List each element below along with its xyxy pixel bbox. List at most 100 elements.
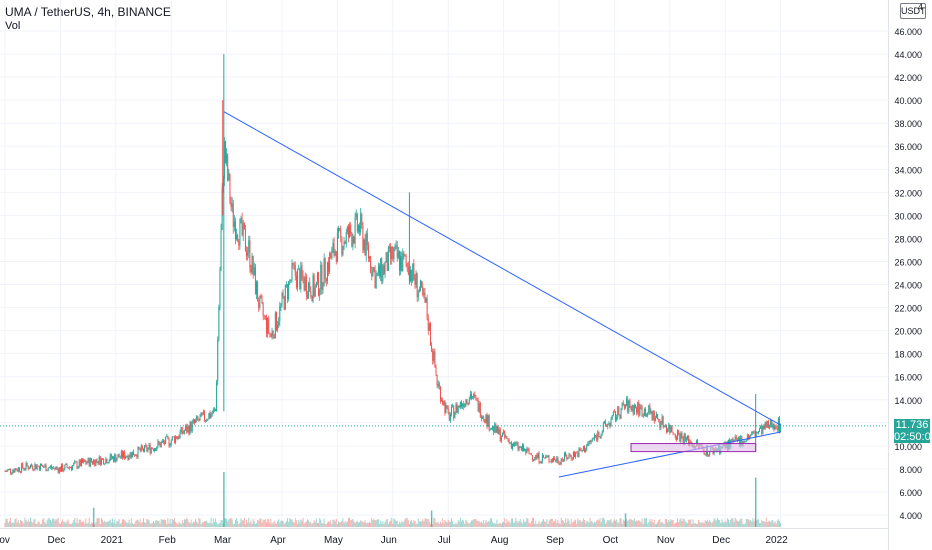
candle-body bbox=[684, 433, 686, 441]
volume-bar bbox=[500, 523, 502, 527]
candle-body bbox=[304, 276, 306, 291]
volume-bar bbox=[282, 520, 284, 527]
volume-bar bbox=[662, 523, 664, 527]
chart-title: UMA / TetherUS, 4h, BINANCE bbox=[5, 5, 171, 19]
volume-bar bbox=[29, 517, 31, 527]
volume-bar bbox=[478, 521, 480, 527]
candle-body bbox=[678, 430, 680, 434]
candle-body bbox=[760, 425, 762, 429]
volume-bar bbox=[41, 523, 43, 527]
volume-bar bbox=[764, 521, 766, 527]
volume-spike bbox=[624, 513, 627, 527]
candle-body bbox=[20, 471, 22, 473]
x-tick-label: Jul bbox=[438, 535, 451, 546]
candle-body bbox=[565, 452, 567, 457]
candle-body bbox=[648, 405, 650, 414]
volume-bar bbox=[723, 522, 725, 527]
volume-bar bbox=[661, 521, 663, 527]
candle-body bbox=[418, 289, 420, 293]
y-tick-label: 32.000 bbox=[894, 188, 922, 198]
volume-bar bbox=[212, 518, 214, 527]
candle-body bbox=[7, 469, 9, 470]
y-tick-label: 46.000 bbox=[894, 27, 922, 37]
candle-body bbox=[241, 218, 243, 235]
volume-bar bbox=[162, 519, 164, 527]
candle-body bbox=[771, 419, 773, 428]
y-tick-label: 18.000 bbox=[894, 350, 922, 360]
volume-bar bbox=[463, 520, 465, 527]
volume-bar bbox=[688, 519, 690, 527]
volume-bar bbox=[278, 519, 280, 527]
candle-body bbox=[199, 416, 201, 421]
volume-bar bbox=[601, 517, 603, 527]
volume-bar bbox=[426, 519, 428, 527]
volume-bar bbox=[117, 520, 119, 527]
volume-bar bbox=[509, 523, 511, 527]
volume-bar bbox=[369, 521, 371, 527]
candle-body bbox=[83, 459, 85, 463]
volume-bar bbox=[379, 524, 381, 527]
candle-body bbox=[180, 427, 182, 432]
volume-bar bbox=[595, 522, 597, 527]
candle-body bbox=[54, 467, 56, 469]
volume-bar bbox=[292, 521, 294, 527]
candle-body bbox=[26, 462, 28, 467]
candle-body bbox=[202, 411, 204, 415]
x-tick-label: Nov bbox=[657, 535, 675, 546]
candle-body bbox=[157, 441, 159, 448]
volume-bar bbox=[711, 523, 713, 527]
volume-bar bbox=[669, 521, 671, 527]
candle-body bbox=[578, 448, 580, 457]
candle-body bbox=[243, 222, 245, 230]
volume-bar bbox=[154, 523, 156, 527]
volume-bar bbox=[285, 520, 287, 527]
candle-body bbox=[322, 286, 324, 290]
candle-body bbox=[544, 457, 546, 459]
candle-body bbox=[22, 463, 24, 469]
volume-bar bbox=[109, 519, 111, 527]
volume-bar bbox=[406, 518, 408, 527]
candle-body bbox=[152, 448, 154, 451]
volume-bar bbox=[63, 521, 65, 527]
candle-body bbox=[567, 458, 569, 460]
volume-bar bbox=[766, 522, 768, 527]
candle-body bbox=[206, 419, 208, 421]
volume-bar bbox=[485, 520, 487, 527]
candle-body bbox=[275, 312, 277, 330]
volume-bar bbox=[190, 519, 192, 527]
volume-bar bbox=[466, 521, 468, 527]
candle-body bbox=[445, 405, 447, 414]
candle-body bbox=[599, 436, 601, 439]
volume-bar bbox=[193, 522, 195, 527]
candle-body bbox=[72, 465, 74, 470]
volume-bar bbox=[362, 521, 364, 527]
candle-body bbox=[473, 394, 475, 398]
candle-body bbox=[672, 432, 674, 434]
candle-body bbox=[498, 428, 500, 435]
candle-body bbox=[18, 467, 20, 472]
volume-bar bbox=[708, 521, 710, 527]
volume-bar bbox=[208, 522, 210, 527]
volume-bar bbox=[469, 522, 471, 527]
volume-bar bbox=[151, 523, 153, 527]
volume-bar bbox=[366, 522, 368, 527]
candle-body bbox=[499, 428, 501, 441]
volume-bar bbox=[353, 521, 355, 527]
candle-body bbox=[602, 423, 604, 432]
volume-bar bbox=[179, 523, 181, 527]
volume-bar bbox=[678, 522, 680, 527]
candle-body bbox=[762, 425, 764, 435]
candle-body bbox=[111, 456, 113, 459]
candle-body bbox=[84, 459, 86, 462]
candle-body bbox=[309, 282, 311, 291]
currency-badge[interactable]: USDT bbox=[900, 3, 926, 19]
candle-body bbox=[737, 437, 739, 442]
volume-bar bbox=[606, 522, 608, 527]
candle-body bbox=[61, 464, 63, 472]
candle-body bbox=[521, 444, 523, 451]
candle-body bbox=[569, 454, 571, 456]
candle-body bbox=[300, 265, 302, 290]
volume-bar bbox=[416, 524, 418, 527]
candle-body bbox=[45, 464, 47, 472]
